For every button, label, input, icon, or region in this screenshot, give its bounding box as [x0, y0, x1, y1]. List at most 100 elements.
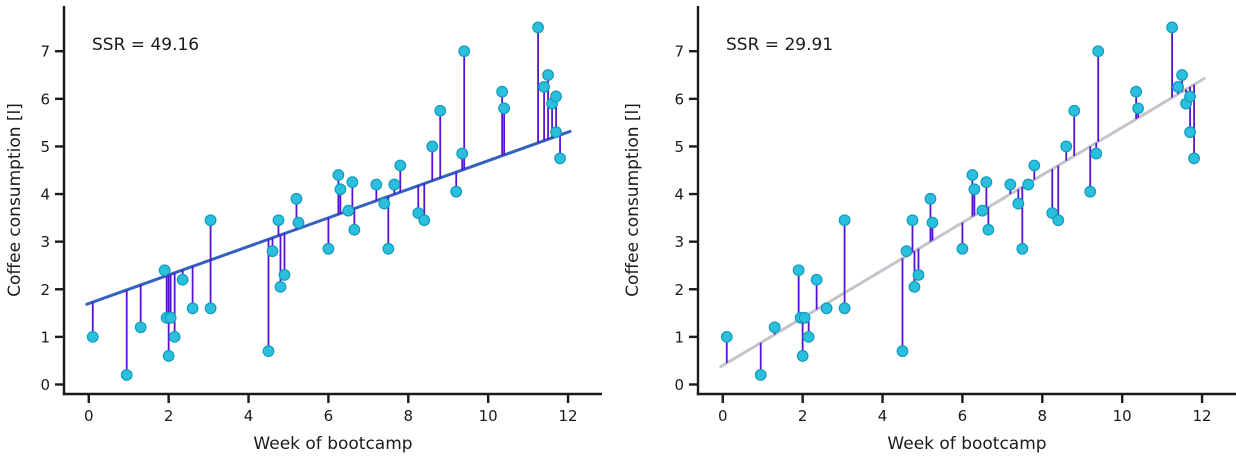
data-point — [1004, 178, 1017, 191]
data-point — [434, 104, 447, 117]
x-tick-label: 6 — [324, 407, 334, 425]
y-tick-label: 6 — [674, 90, 684, 108]
data-point — [550, 126, 562, 139]
data-point — [1130, 85, 1143, 98]
data-point — [290, 192, 303, 205]
y-tick-label: 3 — [40, 233, 50, 251]
y-tick-label: 5 — [40, 138, 50, 156]
data-point — [980, 176, 993, 189]
data-point — [906, 214, 919, 227]
data-point — [976, 204, 989, 217]
data-point — [1176, 69, 1188, 81]
x-tick-label: 2 — [798, 407, 808, 425]
data-point — [720, 330, 733, 343]
data-point — [550, 90, 562, 103]
y-tick-label: 0 — [40, 376, 50, 394]
data-point — [838, 302, 851, 315]
y-axis-label-right: Coffee consumption [l] — [623, 103, 643, 297]
data-point — [538, 81, 550, 93]
data-point — [1132, 102, 1145, 115]
data-point — [796, 350, 809, 362]
data-point — [810, 273, 823, 286]
x-tick-label: 4 — [244, 407, 254, 425]
data-point — [164, 311, 177, 324]
y-tick-label: 4 — [674, 186, 684, 204]
y-tick-label: 0 — [674, 376, 684, 394]
data-point — [1022, 178, 1035, 191]
x-tick-label: 10 — [479, 407, 498, 425]
data-point — [908, 280, 921, 293]
data-point — [792, 264, 805, 277]
data-point — [896, 345, 909, 358]
x-tick-label: 2 — [164, 407, 174, 425]
x-tick-label: 0 — [84, 407, 94, 425]
x-tick-label: 6 — [958, 407, 968, 425]
data-point — [496, 85, 509, 98]
y-tick-label: 2 — [674, 281, 684, 299]
x-tick-label: 8 — [1038, 407, 1048, 425]
data-point — [120, 369, 133, 381]
data-point — [450, 185, 463, 198]
data-point — [456, 147, 469, 160]
data-point — [798, 311, 811, 324]
data-point — [542, 69, 554, 81]
x-tick-label: 10 — [1113, 407, 1132, 425]
data-point — [176, 273, 189, 286]
data-point — [924, 192, 937, 205]
ssr-annotation-left: SSR = 49.16 — [92, 35, 199, 55]
data-point — [342, 204, 355, 217]
y-tick-label: 1 — [674, 328, 684, 346]
data-point — [1172, 81, 1184, 93]
data-point — [900, 245, 913, 258]
data-point — [1084, 185, 1097, 198]
data-point — [1184, 90, 1196, 103]
data-point — [820, 302, 833, 315]
data-point — [1052, 214, 1065, 227]
data-point — [158, 264, 171, 277]
data-point — [186, 302, 199, 315]
data-point — [912, 269, 925, 281]
data-point — [1028, 159, 1041, 172]
data-point — [554, 152, 566, 165]
data-point — [274, 280, 287, 293]
data-point — [532, 21, 544, 34]
ssr-annotation-right: SSR = 29.91 — [726, 35, 833, 55]
data-point — [1188, 152, 1200, 165]
data-point — [1016, 242, 1029, 255]
data-point — [346, 176, 359, 189]
y-tick-label: 5 — [674, 138, 684, 156]
data-point — [768, 321, 781, 334]
data-point — [394, 159, 407, 172]
data-point — [498, 102, 511, 115]
y-tick-label: 2 — [40, 281, 50, 299]
data-point — [802, 330, 815, 343]
data-point — [1012, 197, 1025, 210]
x-tick-label: 12 — [1193, 407, 1212, 425]
data-point — [334, 183, 347, 196]
x-tick-label: 8 — [404, 407, 414, 425]
data-point — [388, 178, 401, 191]
data-point — [204, 214, 217, 227]
data-point — [1184, 126, 1196, 139]
data-point — [204, 302, 217, 315]
data-point — [332, 169, 345, 181]
data-point — [134, 321, 147, 334]
data-point — [968, 183, 981, 196]
data-point — [378, 197, 391, 210]
data-point — [418, 214, 431, 227]
data-point — [266, 245, 279, 258]
x-axis-label-left: Week of bootcamp — [253, 434, 412, 454]
data-point — [1166, 21, 1178, 34]
data-point — [168, 330, 181, 343]
x-tick-label: 4 — [878, 407, 888, 425]
data-point — [754, 369, 767, 381]
data-point — [1060, 140, 1073, 153]
data-point — [966, 169, 979, 181]
data-point — [1068, 104, 1081, 117]
data-point — [1090, 147, 1103, 160]
